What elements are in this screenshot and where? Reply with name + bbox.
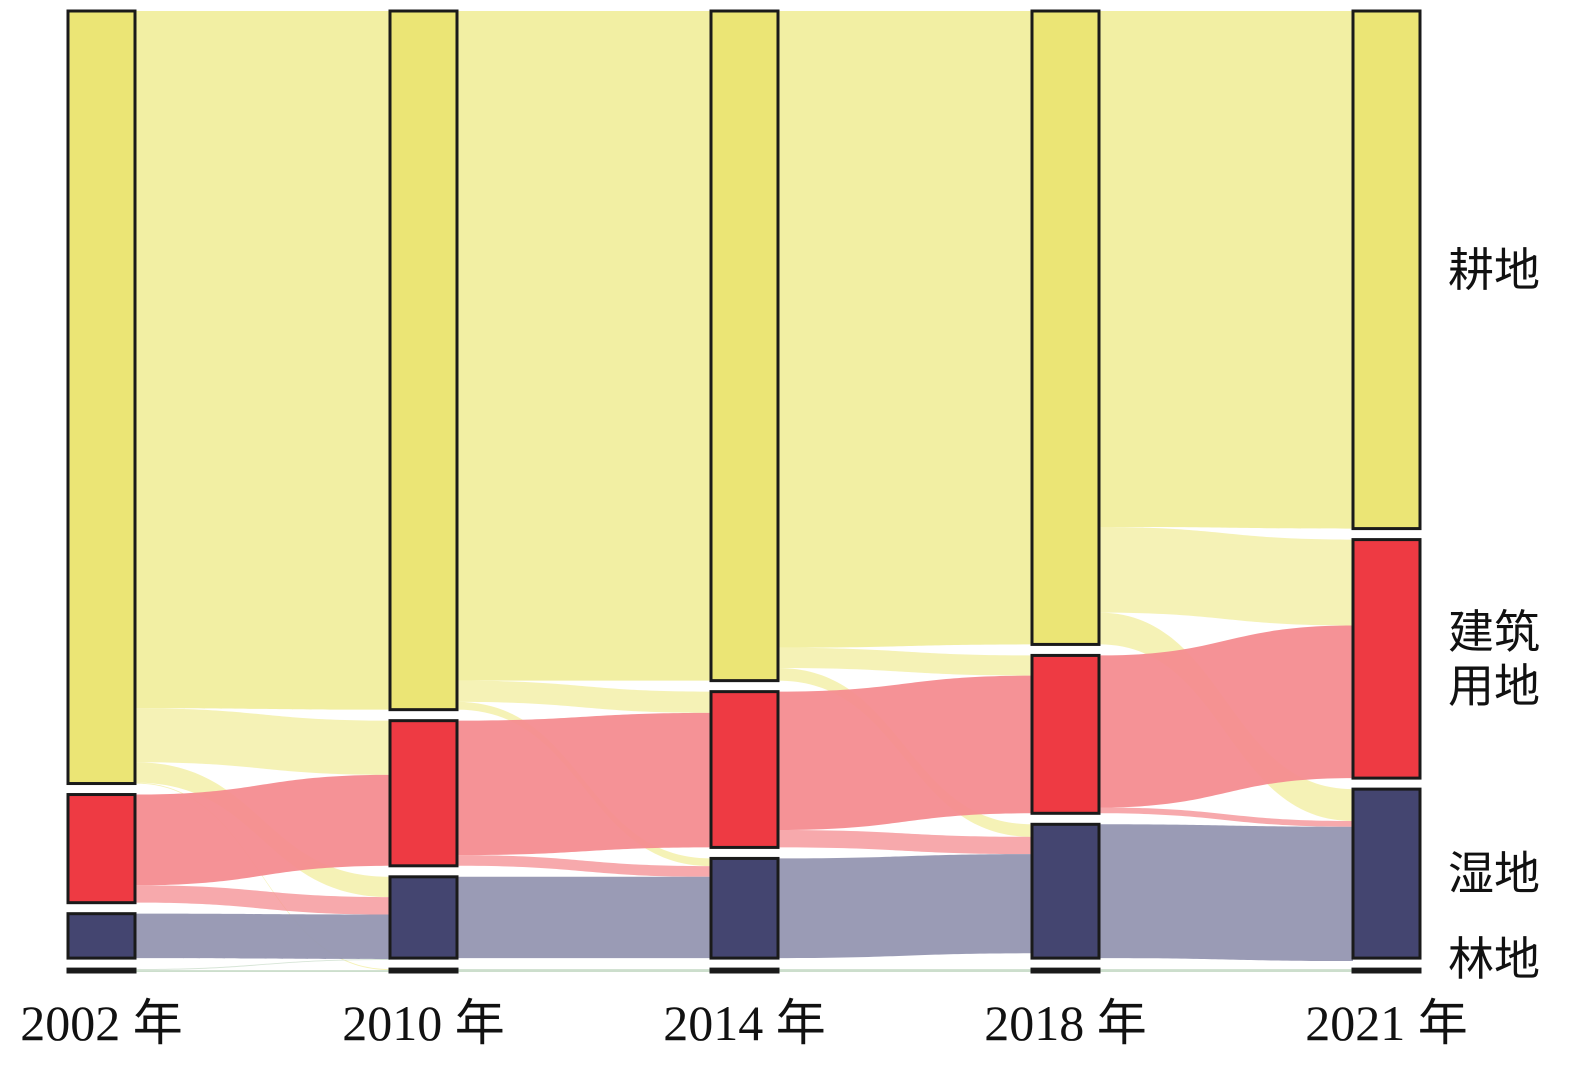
node-jianzhu-0: [66, 793, 137, 905]
flow-gengdi-to-gengdi-0: [135, 11, 390, 710]
flow-layer: [135, 11, 1353, 972]
flow-shidi-to-shidi-2: [778, 854, 1032, 959]
node-gengdi-1: [388, 9, 459, 712]
year-label-0: 2002 年: [20, 995, 183, 1051]
flow-lindi-to-lindi-1: [457, 969, 711, 972]
node-gengdi-4: [1351, 9, 1422, 531]
year-label-1: 2010 年: [342, 995, 505, 1051]
flow-shidi-to-shidi-3: [1099, 824, 1353, 961]
flow-jianzhu-to-jianzhu-0: [135, 774, 390, 886]
node-lindi-2: [709, 967, 780, 974]
year-labels: 2002 年 2010 年 2014 年 2018 年 2021 年: [20, 995, 1468, 1051]
flow-shidi-to-shidi-0: [135, 913, 390, 960]
year-label-3: 2018 年: [984, 995, 1147, 1051]
node-jianzhu-3: [1030, 653, 1101, 815]
flow-gengdi-to-gengdi-3: [1099, 11, 1353, 529]
node-shidi-1: [388, 875, 459, 960]
flow-gengdi-to-jianzhu-3: [1099, 526, 1353, 626]
flow-gengdi-to-gengdi-2: [778, 11, 1032, 648]
flow-jianzhu-to-shidi-1: [457, 855, 711, 877]
flow-gengdi-to-jianzhu-0: [135, 708, 390, 775]
category-label-shidi: 湿地: [1448, 847, 1540, 901]
node-gengdi-0: [66, 9, 137, 786]
node-shidi-4: [1351, 787, 1422, 960]
flow-jianzhu-to-shidi-3: [1099, 807, 1353, 827]
flow-jianzhu-to-jianzhu-2: [778, 675, 1032, 831]
flow-gengdi-to-jianzhu-1: [457, 680, 711, 713]
node-layer: [66, 9, 1422, 974]
category-label-jianzhu: 建筑用地: [1448, 605, 1540, 713]
flow-lindi-to-shidi-0: [135, 959, 390, 971]
flow-shidi-to-shidi-1: [457, 876, 711, 959]
node-gengdi-2: [709, 9, 780, 683]
flow-gengdi-to-lindi-0: [135, 782, 390, 971]
flow-lindi-to-lindi-3: [1099, 969, 1353, 972]
flow-gengdi-to-jianzhu-2: [778, 647, 1032, 676]
node-shidi-3: [1030, 822, 1101, 960]
node-lindi-0: [66, 967, 137, 974]
node-lindi-4: [1351, 967, 1422, 974]
node-lindi-3: [1030, 967, 1101, 974]
year-label-2: 2014 年: [663, 995, 826, 1051]
node-lindi-1: [388, 967, 459, 974]
flow-jianzhu-to-jianzhu-3: [1099, 625, 1353, 808]
node-shidi-0: [66, 912, 137, 960]
node-shidi-2: [709, 856, 780, 960]
node-jianzhu-4: [1351, 538, 1422, 780]
node-jianzhu-1: [388, 719, 459, 868]
node-jianzhu-2: [709, 690, 780, 849]
flow-lindi-to-lindi-2: [778, 969, 1032, 972]
flow-lindi-to-lindi-0: [135, 970, 390, 972]
flow-jianzhu-to-shidi-0: [135, 885, 390, 915]
node-gengdi-3: [1030, 9, 1101, 646]
year-label-4: 2021 年: [1305, 995, 1468, 1051]
flow-gengdi-to-gengdi-1: [457, 11, 711, 681]
category-label-gengdi: 耕地: [1448, 243, 1540, 297]
flow-jianzhu-to-shidi-2: [778, 830, 1032, 855]
flow-jianzhu-to-jianzhu-1: [457, 712, 711, 856]
category-label-lindi: 林地: [1448, 932, 1540, 986]
